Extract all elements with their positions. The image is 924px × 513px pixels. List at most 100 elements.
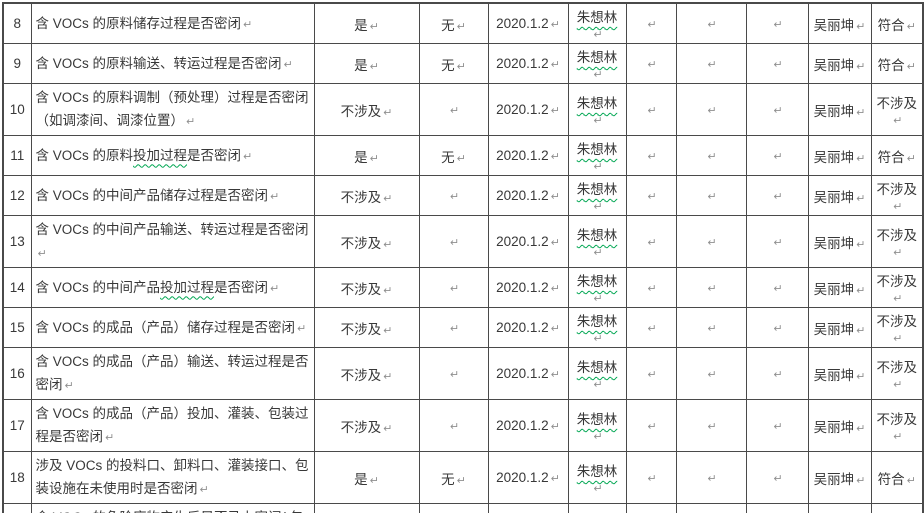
checker-cell[interactable]: 朱想林↵ — [567, 83, 627, 136]
row-number-cell[interactable]: 15 — [2, 307, 32, 348]
empty-cell-3[interactable]: ↵ — [745, 347, 809, 400]
checker-cell[interactable]: 朱想林↵ — [567, 215, 627, 268]
empty-cell-2[interactable]: ↵ — [675, 267, 747, 308]
empty-cell-2[interactable]: ↵ — [675, 503, 747, 513]
row-number-cell[interactable]: 14 — [2, 267, 32, 308]
empty-cell-3[interactable]: ↵ — [745, 267, 809, 308]
answer-cell[interactable]: 不涉及 ↵ — [313, 215, 420, 268]
empty-cell-3[interactable]: ↵ — [745, 503, 809, 513]
record-cell[interactable]: ↵ — [418, 175, 489, 216]
result-cell[interactable]: 符合↵ — [870, 503, 924, 513]
reviewer-cell[interactable]: 吴丽坤↵ — [807, 307, 872, 348]
record-cell[interactable]: ↵ — [418, 347, 489, 400]
date-cell[interactable]: 2020.1.2↵ — [487, 399, 569, 452]
empty-cell-1[interactable]: ↵ — [625, 503, 677, 513]
empty-cell-1[interactable]: ↵ — [625, 347, 677, 400]
question-cell[interactable]: 含 VOCs 的中间产品储存过程是否密闭 ↵ — [30, 175, 315, 216]
record-cell[interactable]: 无↵ — [418, 451, 489, 504]
date-cell[interactable]: 2020.1.2↵ — [487, 215, 569, 268]
reviewer-cell[interactable]: 吴丽坤↵ — [807, 135, 872, 176]
result-cell[interactable]: 不涉及 ↵ — [870, 307, 924, 348]
result-cell[interactable]: 符合↵ — [870, 135, 924, 176]
date-cell[interactable]: 2020.1.2↵ — [487, 2, 569, 44]
answer-cell[interactable]: 不涉及 ↵ — [313, 83, 420, 136]
record-cell[interactable]: ↵ — [418, 307, 489, 348]
result-cell[interactable]: 不涉及 ↵ — [870, 215, 924, 268]
checker-cell[interactable]: 朱想林↵ — [567, 503, 627, 513]
result-cell[interactable]: 不涉及 ↵ — [870, 83, 924, 136]
date-cell[interactable]: 2020.1.2↵ — [487, 135, 569, 176]
empty-cell-1[interactable]: ↵ — [625, 175, 677, 216]
empty-cell-1[interactable]: ↵ — [625, 451, 677, 504]
reviewer-cell[interactable]: 吴丽坤↵ — [807, 399, 872, 452]
empty-cell-2[interactable]: ↵ — [675, 399, 747, 452]
checker-cell[interactable]: 朱想林↵ — [567, 267, 627, 308]
question-cell[interactable]: 含 VOCs 的成品（产品）投加、灌装、包装过程是否密闭 ↵ — [30, 399, 315, 452]
date-cell[interactable]: 2020.1.2↵ — [487, 267, 569, 308]
row-number-cell[interactable]: 18 — [2, 451, 32, 504]
empty-cell-1[interactable]: ↵ — [625, 2, 677, 44]
reviewer-cell[interactable]: 吴丽坤↵ — [807, 175, 872, 216]
reviewer-cell[interactable]: 吴丽坤↵ — [807, 43, 872, 84]
answer-cell[interactable]: 不涉及 ↵ — [313, 267, 420, 308]
empty-cell-1[interactable]: ↵ — [625, 43, 677, 84]
row-number-cell[interactable]: 13 — [2, 215, 32, 268]
date-cell[interactable]: 2020.1.2↵ — [487, 451, 569, 504]
result-cell[interactable]: 不涉及 ↵ — [870, 347, 924, 400]
checker-cell[interactable]: 朱想林↵ — [567, 347, 627, 400]
empty-cell-1[interactable]: ↵ — [625, 267, 677, 308]
question-cell[interactable]: 含 VOCs 的成品（产品）储存过程是否密闭 ↵ — [30, 307, 315, 348]
date-cell[interactable]: 2020.1.2↵ — [487, 83, 569, 136]
empty-cell-2[interactable]: ↵ — [675, 215, 747, 268]
result-cell[interactable]: 符合↵ — [870, 2, 924, 44]
result-cell[interactable]: 不涉及 ↵ — [870, 175, 924, 216]
empty-cell-3[interactable]: ↵ — [745, 83, 809, 136]
row-number-cell[interactable]: 17 — [2, 399, 32, 452]
empty-cell-1[interactable]: ↵ — [625, 399, 677, 452]
reviewer-cell[interactable]: 吴丽坤↵ — [807, 215, 872, 268]
empty-cell-3[interactable]: ↵ — [745, 175, 809, 216]
answer-cell[interactable]: 是↵ — [313, 451, 420, 504]
empty-cell-2[interactable]: ↵ — [675, 347, 747, 400]
checker-cell[interactable]: 朱想林↵ — [567, 451, 627, 504]
answer-cell[interactable]: 不涉及 ↵ — [313, 175, 420, 216]
question-cell[interactable]: 含 VOCs 的原料投加过程是否密闭 ↵ — [30, 135, 315, 176]
checker-cell[interactable]: 朱想林↵ — [567, 43, 627, 84]
empty-cell-3[interactable]: ↵ — [745, 451, 809, 504]
empty-cell-1[interactable]: ↵ — [625, 215, 677, 268]
question-cell[interactable]: 含 VOCs 的原料储存过程是否密闭 ↵ — [30, 2, 315, 44]
row-number-cell[interactable]: 11 — [2, 135, 32, 176]
record-cell[interactable]: 无↵ — [418, 135, 489, 176]
reviewer-cell[interactable]: 吴丽坤↵ — [807, 503, 872, 513]
answer-cell[interactable]: 是↵ — [313, 43, 420, 84]
empty-cell-3[interactable]: ↵ — [745, 215, 809, 268]
empty-cell-2[interactable]: ↵ — [675, 175, 747, 216]
record-cell[interactable]: 无↵ — [418, 503, 489, 513]
empty-cell-3[interactable]: ↵ — [745, 399, 809, 452]
empty-cell-2[interactable]: ↵ — [675, 2, 747, 44]
empty-cell-3[interactable]: ↵ — [745, 307, 809, 348]
row-number-cell[interactable]: 16 — [2, 347, 32, 400]
checker-cell[interactable]: 朱想林↵ — [567, 399, 627, 452]
reviewer-cell[interactable]: 吴丽坤↵ — [807, 2, 872, 44]
question-cell[interactable]: 含 VOCs 的中间产品输送、转运过程是否密闭 ↵ — [30, 215, 315, 268]
row-number-cell[interactable]: 8 — [2, 2, 32, 44]
reviewer-cell[interactable]: 吴丽坤↵ — [807, 347, 872, 400]
question-cell[interactable]: 含 VOCs 的原料输送、转运过程是否密闭 ↵ — [30, 43, 315, 84]
record-cell[interactable]: 无↵ — [418, 2, 489, 44]
date-cell[interactable]: 2020.1.2↵ — [487, 503, 569, 513]
empty-cell-1[interactable]: ↵ — [625, 135, 677, 176]
answer-cell[interactable]: 是↵ — [313, 135, 420, 176]
empty-cell-3[interactable]: ↵ — [745, 43, 809, 84]
answer-cell[interactable]: 是↵ — [313, 2, 420, 44]
answer-cell[interactable]: 不涉及 ↵ — [313, 347, 420, 400]
reviewer-cell[interactable]: 吴丽坤↵ — [807, 83, 872, 136]
answer-cell[interactable]: 不涉及 ↵ — [313, 399, 420, 452]
checker-cell[interactable]: 朱想林↵ — [567, 2, 627, 44]
record-cell[interactable]: ↵ — [418, 83, 489, 136]
record-cell[interactable]: ↵ — [418, 215, 489, 268]
result-cell[interactable]: 不涉及 ↵ — [870, 399, 924, 452]
result-cell[interactable]: 不涉及 ↵ — [870, 267, 924, 308]
answer-cell[interactable]: 不涉及 ↵ — [313, 307, 420, 348]
row-number-cell[interactable]: 9 — [2, 43, 32, 84]
